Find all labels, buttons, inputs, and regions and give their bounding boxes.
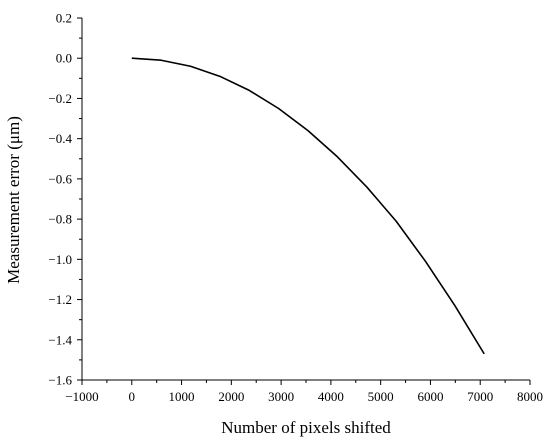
y-axis-ticks: 0.2 0.0 −0.2 −0.4 −0.6 −0.8 −1.0 −1.2 −1.4 −1.6 (48, 11, 82, 388)
series-group (131, 57, 485, 355)
y-tick-label: 0.2 (56, 11, 72, 26)
x-tick-label: 8000 (517, 389, 543, 404)
y-tick-label: −1.2 (48, 292, 72, 307)
x-tick-label: 0 (129, 389, 136, 404)
y-axis-label: Measurement error (μm) (4, 116, 23, 284)
x-tick-label: 6000 (417, 389, 443, 404)
x-tick-label: 2000 (218, 389, 244, 404)
x-tick-label: 1000 (169, 389, 195, 404)
x-tick-label: 4000 (318, 389, 344, 404)
y-tick-label: −0.2 (48, 91, 72, 106)
x-tick-label: 5000 (368, 389, 394, 404)
y-tick-label: 0.0 (56, 51, 72, 66)
y-tick-label: −1.0 (48, 252, 72, 267)
x-tick-label: −1000 (65, 389, 98, 404)
y-tick-label: −1.4 (48, 332, 72, 347)
y-tick-label: −0.6 (48, 171, 72, 186)
series-line (131, 57, 485, 355)
y-tick-label: −0.4 (48, 131, 72, 146)
y-tick-label: −0.8 (48, 212, 72, 227)
x-tick-label: 7000 (467, 389, 493, 404)
y-tick-label: −1.6 (48, 373, 72, 388)
axes (81, 18, 530, 381)
x-axis-ticks: −1000 0 1000 2000 3000 4000 5000 6000 7000 8000 (65, 380, 543, 404)
x-axis-label: Number of pixels shifted (221, 418, 391, 437)
x-tick-label: 3000 (268, 389, 294, 404)
